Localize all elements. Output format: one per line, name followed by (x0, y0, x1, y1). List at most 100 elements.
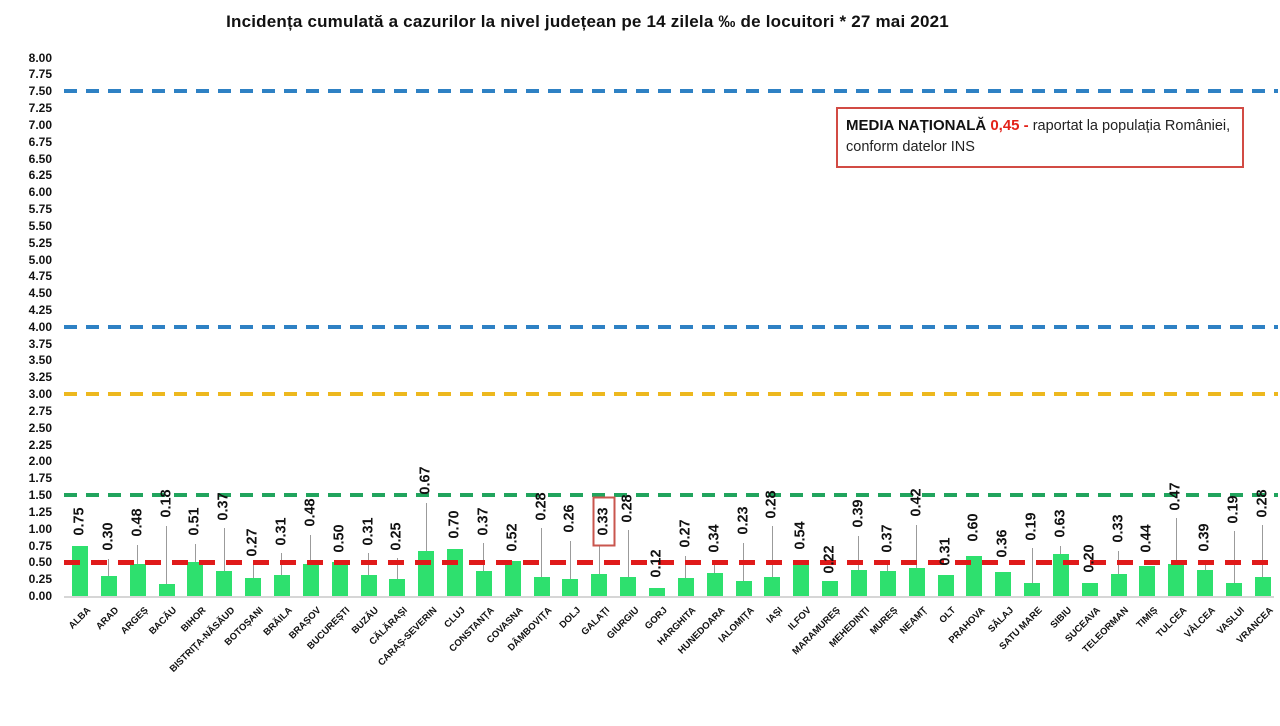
y-axis-tick-label: 1.75 (28, 471, 52, 486)
bar (764, 577, 781, 596)
bar-value-label-highlighted: 0.33 (592, 496, 616, 547)
x-axis-line (64, 596, 1274, 598)
county-label: ALBA (66, 605, 93, 632)
bar (966, 555, 983, 596)
legend-description: raportat la populația României, conform … (846, 118, 1231, 156)
bar (475, 571, 492, 596)
legend-label: MEDIA NAȚIONALĂ (846, 117, 987, 134)
y-axis-tick-label: 6.00 (28, 185, 52, 200)
bar (793, 559, 810, 596)
leader-line (569, 540, 571, 579)
y-axis-tick-label: 4.75 (28, 269, 52, 284)
county-label: CLUJ (442, 605, 468, 631)
leader-line (483, 543, 485, 572)
bar (273, 575, 290, 596)
y-axis-tick-label: 1.00 (28, 521, 52, 536)
bar-value-label: 0.50 (331, 524, 348, 553)
y-axis-tick-label: 6.75 (28, 134, 52, 149)
reference-line (64, 493, 1278, 498)
county-label: ARAD (94, 605, 122, 633)
y-axis-tick-label: 1.25 (28, 504, 52, 519)
leader-line (714, 560, 716, 574)
bar-value-label: 0.22 (821, 545, 838, 574)
leader-line (1060, 545, 1062, 554)
bar (389, 579, 406, 596)
y-axis-tick-label: 6.50 (28, 151, 52, 166)
reference-line (64, 324, 1278, 329)
bar-value-label: 0.37 (879, 523, 896, 553)
county-label: IAȘI (764, 605, 786, 626)
county-label: DOLJ (557, 605, 584, 631)
y-axis-tick-label: 5.25 (28, 235, 52, 250)
leader-line (627, 530, 629, 578)
national-average-legend: MEDIA NAȚIONALĂ 0,45 - raportat la popul… (836, 107, 1244, 169)
leader-line (425, 502, 427, 551)
bar-value-label: 0.25 (388, 522, 405, 551)
y-axis-tick-label: 7.00 (28, 117, 52, 132)
y-axis-tick-label: 3.25 (28, 370, 52, 385)
county-label: BACĂU (147, 605, 180, 638)
y-axis-tick-label: 7.50 (28, 84, 52, 99)
y-axis-tick-label: 8.00 (28, 50, 52, 65)
bar-value-label: 0.31 (360, 517, 376, 546)
bar (850, 569, 867, 596)
y-axis-tick-label: 7.25 (28, 101, 52, 116)
y-axis-tick-label: 0.50 (28, 555, 52, 570)
bar-value-label: 0.28 (763, 490, 780, 519)
leader-line (1175, 518, 1177, 565)
bar (302, 563, 319, 596)
leader-line (916, 524, 918, 568)
y-axis-tick-label: 5.50 (28, 218, 52, 233)
bar-value-label: 0.19 (1023, 512, 1040, 541)
bar (418, 550, 435, 596)
leader-line (1262, 525, 1264, 578)
reference-line (64, 559, 1278, 565)
bar-value-label: 0.39 (1196, 523, 1213, 552)
bar (129, 563, 146, 596)
bar (1168, 564, 1185, 596)
bar-value-label: 0.67 (417, 466, 434, 496)
y-axis-tick-label: 5.00 (28, 252, 52, 267)
y-axis-tick-label: 1.50 (28, 488, 52, 503)
bar (100, 575, 117, 596)
bar-value-label: 0.52 (504, 522, 521, 552)
bar-value-label: 0.28 (619, 494, 636, 523)
leader-line (223, 528, 225, 572)
bar-value-label: 0.36 (994, 529, 1011, 558)
bar (360, 575, 377, 596)
bar (995, 571, 1012, 596)
bar-value-label: 0.70 (446, 510, 463, 539)
leader-line (1233, 531, 1235, 584)
bar (331, 562, 348, 596)
y-axis-tick-label: 3.00 (28, 387, 52, 402)
y-axis-tick-label: 2.25 (28, 437, 52, 452)
bar (937, 575, 954, 596)
bar (1197, 569, 1214, 596)
leader-line (108, 558, 110, 576)
y-axis-tick-label: 7.75 (28, 67, 52, 82)
bar-value-label: 0.12 (648, 549, 665, 579)
bar-value-label: 0.27 (677, 519, 694, 548)
bar-value-label: 0.28 (533, 492, 550, 521)
bar (245, 577, 262, 596)
bar (677, 577, 694, 596)
bar-value-label: 0.51 (186, 507, 203, 536)
bar (187, 561, 204, 596)
leader-line (858, 535, 860, 570)
leader-line (771, 526, 773, 578)
leader-line (396, 558, 398, 580)
reference-line (64, 392, 1278, 397)
y-axis-tick-label: 4.00 (28, 319, 52, 334)
county-label: TIMIȘ (1134, 605, 1161, 631)
county-label: SIBIU (1047, 605, 1074, 631)
bar (158, 583, 175, 596)
bar-value-label: 0.26 (561, 504, 578, 533)
y-axis-tick-label: 0.00 (28, 589, 52, 603)
leader-line (887, 560, 889, 572)
bar (72, 545, 88, 596)
bar (216, 571, 233, 596)
bar (1110, 573, 1127, 596)
y-axis-tick-label: 2.75 (28, 403, 52, 418)
y-axis-tick-label: 4.25 (28, 302, 52, 317)
